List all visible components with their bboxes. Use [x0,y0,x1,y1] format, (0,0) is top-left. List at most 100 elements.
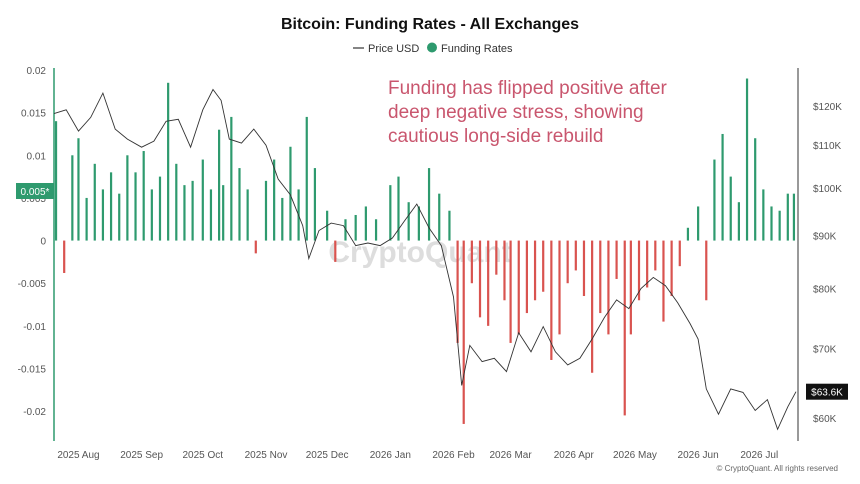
left-tick-label: -0.005 [18,279,47,290]
right-tick-label: $90K [813,231,837,242]
x-tick-label: 2025 Dec [306,450,349,461]
funding-bar [729,176,732,241]
x-axis-ticks: 2025 Aug 2025 Sep 2025 Oct 2025 Nov 2025 Dec… [57,450,778,461]
legend-funding-dot-icon [427,42,437,53]
left-tick-label: -0.02 [23,407,46,418]
funding-bar [77,138,80,241]
funding-bar [615,240,618,279]
x-tick-label: 2025 Nov [245,450,288,461]
funding-bar [175,163,178,241]
funding-bar [407,202,410,241]
funding-bar [713,159,716,241]
right-tick-label: $120K [813,102,842,113]
funding-bar [344,219,347,241]
funding-bar [191,180,194,241]
funding-bar [397,176,400,241]
right-tick-label: $60K [813,414,837,425]
funding-bar [550,240,553,360]
funding-bar [629,240,632,335]
funding-bar [705,240,708,301]
current-funding-badge: 0.005* [16,183,54,199]
current-funding-value: 0.005* [21,187,50,198]
funding-bar [427,168,431,241]
funding-bar [737,202,740,241]
annotation-line: Funding has flipped positive after [388,78,668,99]
funding-bar [778,210,781,241]
funding-bar [389,185,392,241]
funding-bar [509,240,512,343]
funding-bar [721,133,724,241]
funding-bar [470,240,473,284]
funding-bar [770,206,773,241]
funding-bar [607,240,610,335]
funding-bar [670,240,673,297]
x-tick-label: 2026 Jun [678,450,719,461]
funding-bar [305,116,308,241]
left-tick-label: 0.01 [27,151,47,162]
funding-bar [364,206,367,241]
right-tick-label: $100K [813,184,842,195]
right-axis-ticks: $120K $110K $100K $90K $80K $70K $60K [813,102,842,425]
current-price-badge-box [806,383,848,400]
funding-bar [354,214,357,241]
funding-bar [313,168,317,241]
funding-bar [558,240,561,335]
funding-bar [697,206,700,241]
funding-bar [142,151,145,241]
funding-bar [792,193,796,241]
funding-bar [456,240,459,343]
annotation: Funding has flipped positive after deep n… [388,78,668,147]
funding-bar [183,185,186,241]
funding-bar [101,189,105,241]
current-funding-badge-box [16,183,54,199]
funding-bar [637,240,641,301]
funding-bar [582,240,586,297]
legend-funding-label[interactable]: Funding Rates [441,43,513,55]
funding-bar [448,210,451,241]
right-tick-label: $80K [813,284,837,295]
funding-bar [786,193,789,241]
funding-bar [118,193,121,241]
funding-bar [209,189,213,241]
funding-bar [71,155,74,241]
funding-bar [273,159,276,241]
legend-price-label[interactable]: Price USD [368,43,419,55]
right-tick-label: $70K [813,345,837,356]
current-price-badge: $63.6K [806,383,848,400]
funding-bar [222,185,225,241]
funding-bar [417,206,420,241]
funding-bar [63,240,66,273]
left-axis-ticks: 0.02 0.015 0.01 0.005 0 -0.005 -0.01 -0.015 -0.0… [18,66,47,418]
funding-bar [525,240,528,314]
left-tick-label: 0.015 [21,109,46,120]
left-tick-label: 0.02 [27,66,47,77]
funding-bar [623,240,626,416]
funding-bar [109,172,113,241]
funding-bar [334,240,337,262]
right-tick-label: $110K [813,141,842,152]
x-tick-label: 2026 Jan [370,450,411,461]
x-tick-label: 2025 Sep [120,450,163,461]
funding-bar [503,240,506,301]
funding-bar [686,227,690,241]
x-tick-label: 2026 Feb [432,450,475,461]
funding-bar [533,240,537,301]
credit: © CryptoQuant. All rights reserved [717,464,839,473]
watermark: CryptoQuant [328,236,511,269]
x-tick-label: 2026 Apr [554,450,595,461]
funding-bar [264,180,268,241]
annotation-line: cautious long-side rebuild [388,126,603,147]
legend: Price USD Funding Rates [353,42,513,55]
x-tick-label: 2025 Oct [183,450,224,461]
funding-bar [93,163,96,241]
left-tick-label: 0 [40,237,46,248]
funding-bar [478,240,482,318]
funding-bar [599,240,602,314]
x-tick-label: 2026 May [613,450,657,461]
x-tick-label: 2026 Mar [489,450,532,461]
funding-bar [662,240,665,322]
x-tick-label: 2025 Aug [57,450,99,461]
left-tick-label: 0.005 [21,194,46,205]
funding-bar [85,197,88,241]
